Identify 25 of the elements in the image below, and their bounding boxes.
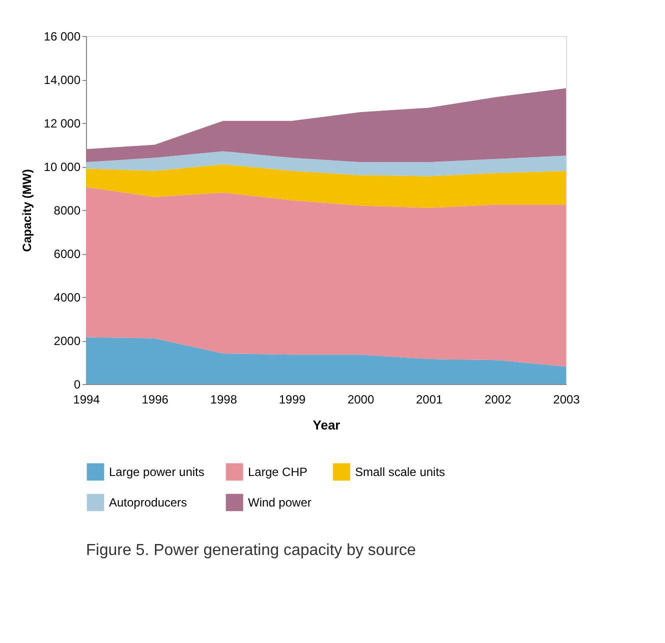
x-tick-label: 1996 [142,392,169,406]
x-tick-label: 1998 [210,392,238,406]
x-tick-label: 1994 [73,392,100,406]
y-tick-label: 2000 [54,334,81,348]
y-tick-label: 4000 [54,290,81,304]
x-tick-label: 2000 [347,392,374,406]
legend-label: Wind power [248,496,312,510]
x-tick-label: 2003 [553,392,580,406]
legend-label: Small scale units [355,464,446,479]
x-tick-label: 1999 [278,392,306,406]
y-axis-title: Capacity (MW) [20,169,34,252]
y-tick-label: 6000 [54,247,81,261]
legend-label: Large CHP [248,464,308,479]
text: Figure 5. Power generating capacity by source [86,542,416,559]
y-tick-label: 12 000 [44,116,81,130]
y-tick-label: 14,000 [44,73,81,87]
y-tick-label: 0 [74,378,81,392]
y-tick-label: 10 000 [44,160,81,174]
y-tick-label: 16 000 [44,30,81,44]
y-tick-label: 8000 [54,204,81,218]
x-tick-label: 2001 [416,392,444,406]
x-tick-label: 2002 [484,392,512,406]
legend-label: Large power units [109,464,204,479]
x-axis-title: Year [312,418,340,432]
legend-label: Autoproducers [109,496,188,510]
